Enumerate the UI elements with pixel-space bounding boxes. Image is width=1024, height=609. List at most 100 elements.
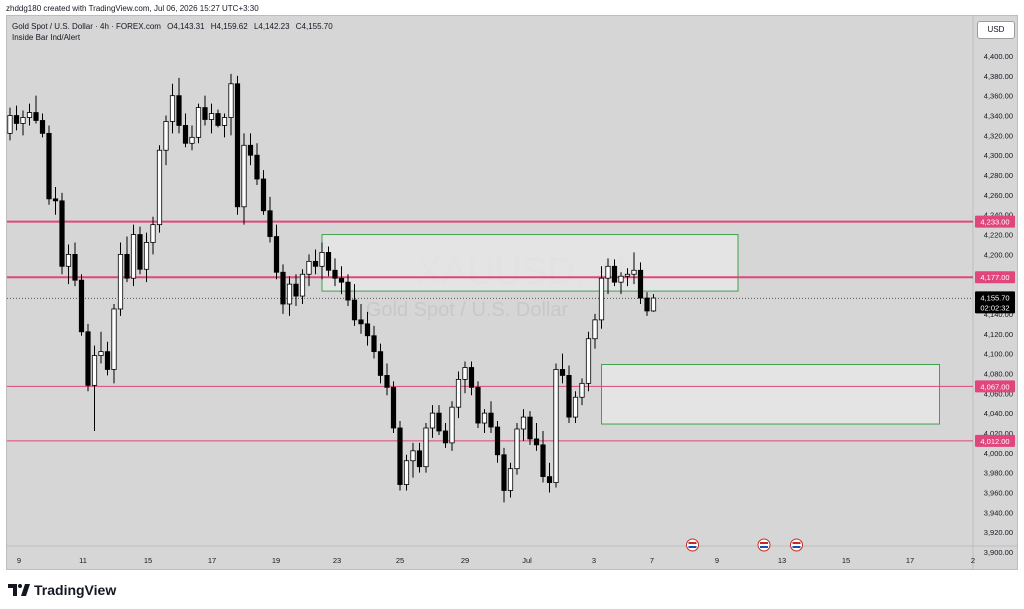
candle-body[interactable] — [33, 112, 39, 121]
candle-body[interactable] — [468, 367, 475, 388]
candle-body[interactable] — [208, 113, 215, 120]
candle-body[interactable] — [338, 277, 345, 283]
candle-body[interactable] — [429, 412, 436, 429]
candle-body[interactable] — [351, 299, 358, 321]
candle-body[interactable] — [520, 416, 527, 430]
candle-body[interactable] — [247, 144, 254, 156]
indicator-legend[interactable]: Inside Bar Ind/Alert — [12, 33, 81, 42]
candle-body[interactable] — [215, 113, 221, 126]
candle-body[interactable] — [280, 271, 286, 305]
candle-body[interactable] — [546, 476, 553, 483]
candle-body[interactable] — [501, 454, 507, 491]
candle-body[interactable] — [481, 412, 488, 424]
candle-body[interactable] — [566, 375, 572, 418]
candle-body[interactable] — [91, 355, 98, 386]
candle-body[interactable] — [163, 121, 169, 151]
candle-body[interactable] — [7, 115, 13, 134]
candle-body[interactable] — [293, 283, 299, 297]
candle-body[interactable] — [345, 281, 351, 301]
us-event-flag-icon[interactable] — [790, 538, 803, 552]
candle-body[interactable] — [514, 428, 520, 470]
candle-body[interactable] — [423, 427, 429, 468]
candle-body[interactable] — [72, 253, 78, 281]
candle-body[interactable] — [488, 412, 494, 428]
us-event-flag-icon[interactable] — [686, 538, 699, 552]
candle-body[interactable] — [475, 386, 481, 424]
chart-pane[interactable]: XAUUSD, 4hGold Spot / U.S. Dollar4,400.0… — [6, 15, 1018, 570]
candle-body[interactable] — [325, 252, 332, 271]
candle-body[interactable] — [624, 273, 631, 277]
candle-body[interactable] — [130, 234, 137, 279]
candle-body[interactable] — [202, 107, 208, 120]
candle-body[interactable] — [559, 369, 566, 376]
candle-body[interactable] — [39, 120, 46, 134]
candle-body[interactable] — [332, 269, 338, 279]
candle-body[interactable] — [650, 297, 657, 312]
candle-body[interactable] — [364, 323, 371, 337]
candle-body[interactable] — [416, 450, 423, 468]
candle-body[interactable] — [46, 132, 52, 200]
candle-body[interactable] — [195, 107, 202, 138]
candle-body[interactable] — [143, 242, 150, 270]
candle-body[interactable] — [228, 83, 234, 118]
candle-body[interactable] — [286, 283, 293, 305]
tradingview-logo[interactable]: TradingView — [8, 581, 116, 599]
candle-body[interactable] — [169, 95, 176, 122]
candle-body[interactable] — [98, 351, 104, 356]
candle-body[interactable] — [553, 369, 559, 483]
candle-body[interactable] — [111, 308, 117, 370]
candle-body[interactable] — [78, 279, 85, 333]
candle-body[interactable] — [637, 269, 644, 299]
candle-body[interactable] — [494, 426, 501, 456]
candle-body[interactable] — [533, 438, 540, 446]
candle-body[interactable] — [631, 269, 637, 275]
candle-body[interactable] — [176, 95, 182, 126]
supply-demand-zone[interactable] — [601, 364, 940, 425]
candle-body[interactable] — [26, 112, 33, 118]
candle-body[interactable] — [221, 117, 228, 126]
candle-body[interactable] — [234, 83, 241, 208]
candle-body[interactable] — [527, 416, 533, 440]
candle-body[interactable] — [117, 253, 124, 310]
candle-body[interactable] — [319, 252, 325, 267]
candle-body[interactable] — [13, 115, 20, 124]
candle-body[interactable] — [618, 275, 624, 283]
candle-body[interactable] — [605, 265, 611, 279]
candle-body[interactable] — [390, 386, 397, 429]
candle-body[interactable] — [611, 265, 618, 283]
candle-body[interactable] — [442, 430, 449, 444]
candle-body[interactable] — [585, 338, 592, 384]
candle-body[interactable] — [267, 210, 273, 237]
candle-body[interactable] — [306, 260, 312, 275]
candle-body[interactable] — [598, 277, 605, 321]
candle-body[interactable] — [20, 117, 26, 124]
candle-body[interactable] — [644, 297, 650, 312]
candle-body[interactable] — [384, 375, 390, 388]
candle-body[interactable] — [52, 198, 59, 202]
candlestick-chart[interactable]: XAUUSD, 4hGold Spot / U.S. Dollar4,400.0… — [7, 16, 1018, 570]
candle-body[interactable] — [507, 468, 514, 491]
candle-body[interactable] — [182, 125, 189, 144]
candle-body[interactable] — [572, 396, 579, 418]
candle-body[interactable] — [156, 149, 163, 226]
candle-body[interactable] — [241, 144, 247, 208]
candle-body[interactable] — [254, 154, 260, 180]
candle-body[interactable] — [65, 253, 72, 267]
candle-body[interactable] — [260, 178, 267, 212]
candle-body[interactable] — [299, 273, 306, 297]
candle-body[interactable] — [59, 200, 65, 267]
candle-body[interactable] — [436, 412, 442, 432]
candle-body[interactable] — [540, 444, 546, 478]
currency-button[interactable]: USD — [977, 21, 1015, 39]
candle-body[interactable] — [150, 224, 156, 243]
supply-demand-zone[interactable] — [321, 234, 739, 292]
candle-body[interactable] — [273, 236, 280, 273]
candle-body[interactable] — [449, 406, 455, 444]
candle-body[interactable] — [137, 234, 143, 270]
candle-body[interactable] — [592, 319, 598, 340]
candle-body[interactable] — [403, 460, 410, 485]
candle-body[interactable] — [358, 319, 364, 325]
candle-body[interactable] — [455, 378, 462, 408]
candle-body[interactable] — [397, 427, 403, 485]
candle-body[interactable] — [371, 335, 377, 353]
